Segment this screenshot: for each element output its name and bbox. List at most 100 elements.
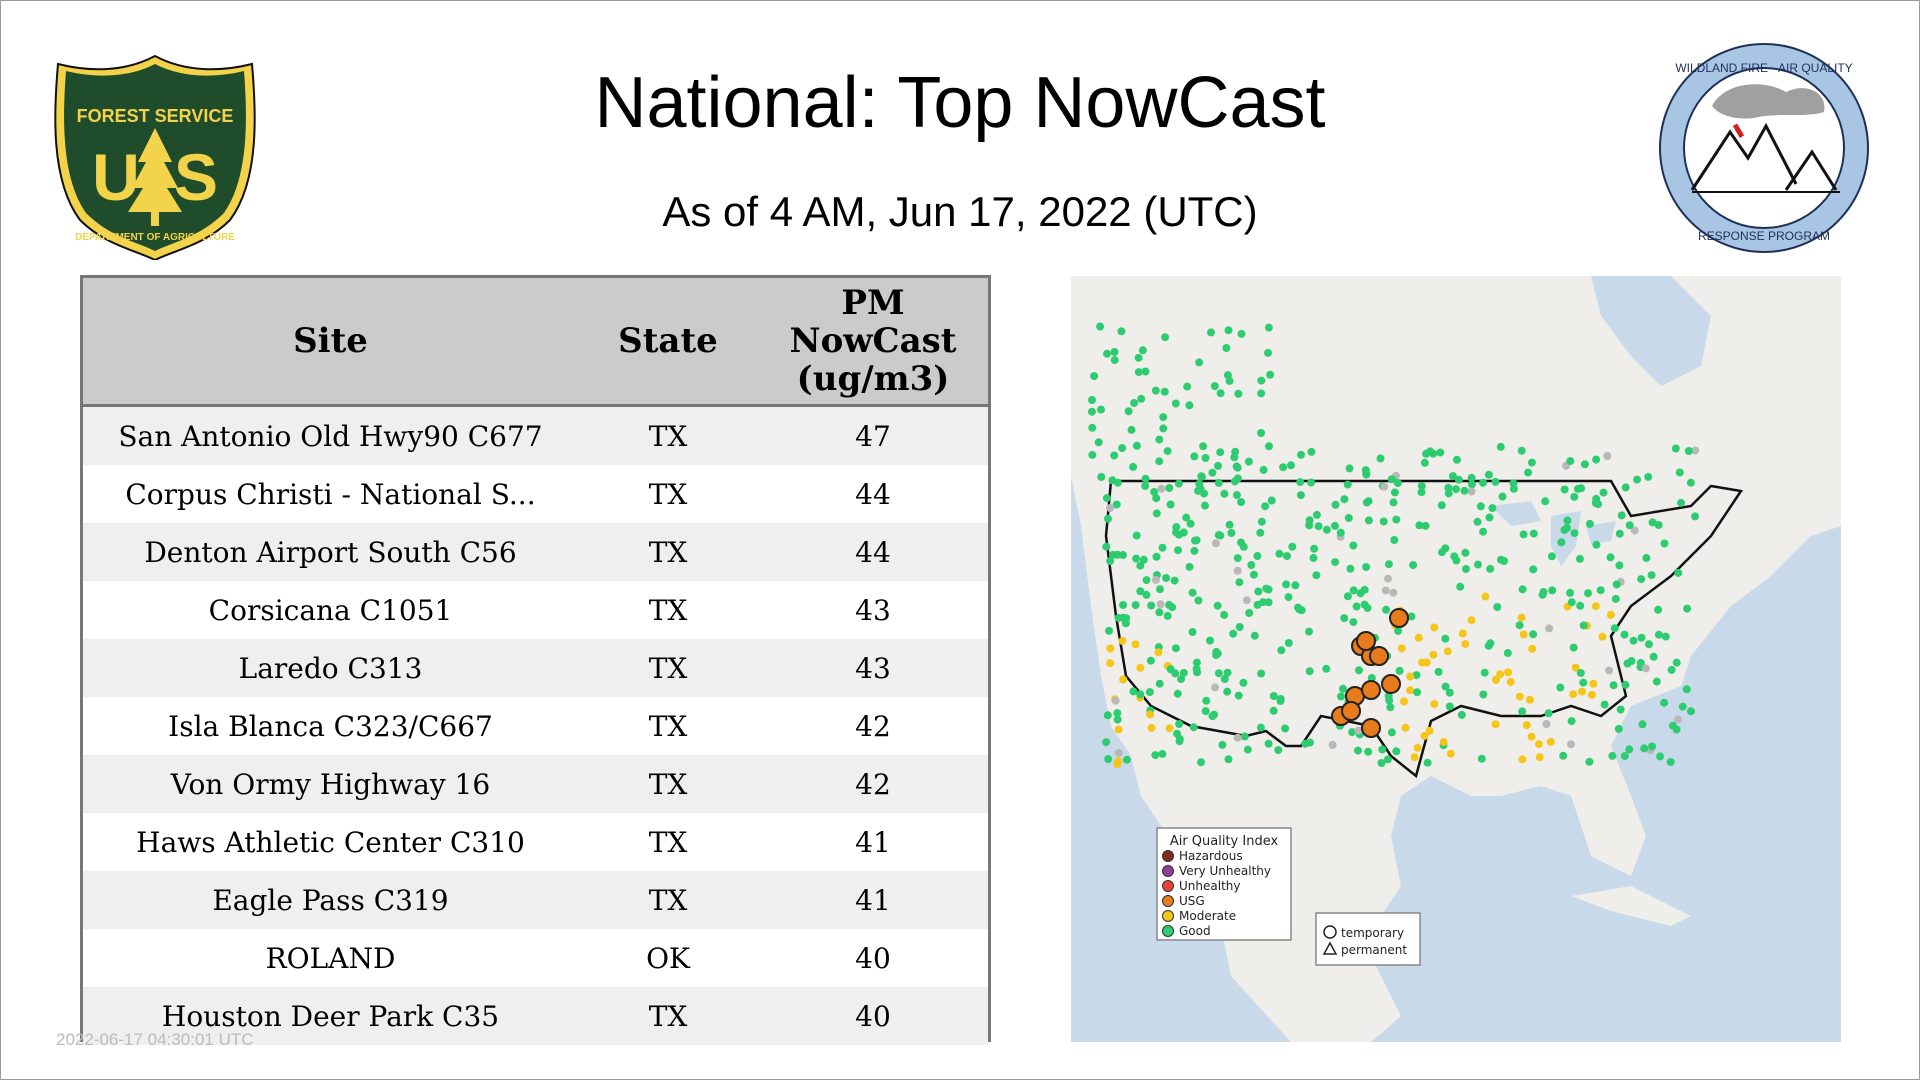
pm-header-line: NowCast (789, 321, 957, 361)
monitor-dot (1105, 626, 1113, 635)
monitor-dot (1097, 473, 1106, 481)
pm-header-line: (ug/m3) (796, 359, 950, 399)
monitor-dot (1413, 743, 1422, 752)
monitor-dot (1141, 474, 1150, 483)
monitor-dot (1445, 688, 1454, 697)
monitor-dot (1569, 690, 1578, 699)
monitor-dot (1277, 646, 1286, 655)
monitor-dot (1660, 539, 1669, 548)
monitor-dot (1448, 472, 1457, 481)
monitor-dot (1484, 641, 1493, 650)
monitor-dot (1384, 574, 1392, 583)
table-row: Corpus Christi - National S... TX 44 (83, 465, 988, 523)
table-header-row: Site State PM NowCast (ug/m3) (83, 278, 988, 407)
monitor-dot (1421, 521, 1430, 530)
monitor-dot (1201, 501, 1209, 510)
legend-swatch-icon (1162, 880, 1174, 892)
monitor-dot (1189, 723, 1198, 732)
monitor-dot (1648, 518, 1657, 527)
monitor-dot (1110, 356, 1119, 365)
monitor-dot (1147, 601, 1156, 610)
monitor-dot (1235, 578, 1244, 587)
monitor-dot (1649, 652, 1658, 661)
monitor-dot (1190, 546, 1199, 555)
monitor-dot (1266, 370, 1275, 379)
monitor-dot (1214, 461, 1222, 470)
monitor-dot (1560, 525, 1569, 534)
monitor-dot (1519, 530, 1528, 539)
monitor-dots (1087, 322, 1700, 769)
monitor-dot (1211, 683, 1219, 692)
monitor-dot (1129, 462, 1138, 471)
top-nowcast-table: Site State PM NowCast (ug/m3) San Antoni… (80, 275, 991, 1045)
monitor-dot (1122, 755, 1131, 764)
monitor-dot (1389, 588, 1398, 597)
monitor-dot (1259, 465, 1268, 474)
monitor-dot (1678, 702, 1687, 711)
monitor-dot (1644, 472, 1653, 481)
monitor-dot (1443, 647, 1452, 656)
monitor-dot (1134, 368, 1143, 377)
monitor-dot (1616, 705, 1625, 714)
monitor-dot (1560, 485, 1569, 494)
monitor-dot (1192, 536, 1201, 545)
monitor-dot (1264, 323, 1273, 332)
monitor-dot (1544, 709, 1553, 718)
monitor-dot (1387, 475, 1396, 484)
monitor-dot (1492, 675, 1500, 684)
monitor-dot (1498, 492, 1507, 501)
monitor-dot (1223, 668, 1232, 677)
monitor-dot (1477, 754, 1486, 763)
monitor-dot (1087, 407, 1096, 416)
legend-swatch-icon (1162, 865, 1174, 877)
monitor-dot (1344, 514, 1353, 522)
monitor-dot (1548, 586, 1557, 595)
monitor-dot (1158, 749, 1167, 758)
column-header-pm-nowcast: PM NowCast (ug/m3) (758, 278, 988, 407)
monitor-dot (1340, 495, 1349, 504)
cell-pm-nowcast: 40 (758, 987, 988, 1045)
monitor-dot (1343, 480, 1352, 489)
monitor-dot (1436, 448, 1445, 457)
monitor-dot (1216, 389, 1225, 398)
cell-pm-nowcast: 47 (758, 405, 988, 465)
table-row: Eagle Pass C319 TX 41 (83, 871, 988, 929)
monitor-dot (1195, 479, 1204, 488)
monitor-dot (1592, 494, 1601, 503)
monitor-dot (1360, 600, 1369, 609)
monitor-dot (1563, 516, 1572, 525)
usg-monitor-dot (1381, 674, 1401, 694)
monitor-dot (1529, 529, 1538, 538)
monitor-dot (1524, 468, 1533, 477)
monitor-dot (1406, 672, 1415, 681)
monitor-dot (1283, 552, 1291, 561)
monitor-dot (1620, 752, 1629, 760)
monitor-dot (1171, 644, 1180, 653)
wildland-fire-air-quality-logo: WILDLAND FIRE · AIR QUALITY RESPONSE PRO… (1659, 43, 1869, 253)
monitor-dot (1206, 636, 1214, 645)
monitor-dot (1232, 491, 1241, 499)
monitor-dot (1103, 711, 1112, 720)
monitor-dot (1625, 745, 1634, 754)
usg-monitor-dot (1369, 646, 1389, 666)
monitor-dot (1337, 692, 1345, 701)
cell-state: TX (578, 987, 758, 1045)
monitor-dot (1522, 721, 1531, 730)
monitor-dot (1504, 668, 1513, 677)
monitor-dot (1467, 480, 1476, 489)
monitor-dot (1429, 650, 1438, 659)
monitor-dot (1538, 590, 1547, 599)
monitor-dot (1637, 575, 1646, 584)
cell-state: TX (578, 639, 758, 697)
monitor-dot (1339, 684, 1347, 693)
monitor-dot (1506, 677, 1515, 686)
monitor-dot (1592, 540, 1601, 549)
monitor-dot (1195, 358, 1204, 367)
monitor-dot (1674, 715, 1682, 724)
monitor-dot (1284, 593, 1293, 602)
monitor-dot (1610, 624, 1619, 633)
monitor-dot (1254, 587, 1263, 596)
monitor-dot (1222, 344, 1231, 352)
legend-title: Air Quality Index (1170, 834, 1279, 849)
monitor-dot (1364, 747, 1373, 756)
